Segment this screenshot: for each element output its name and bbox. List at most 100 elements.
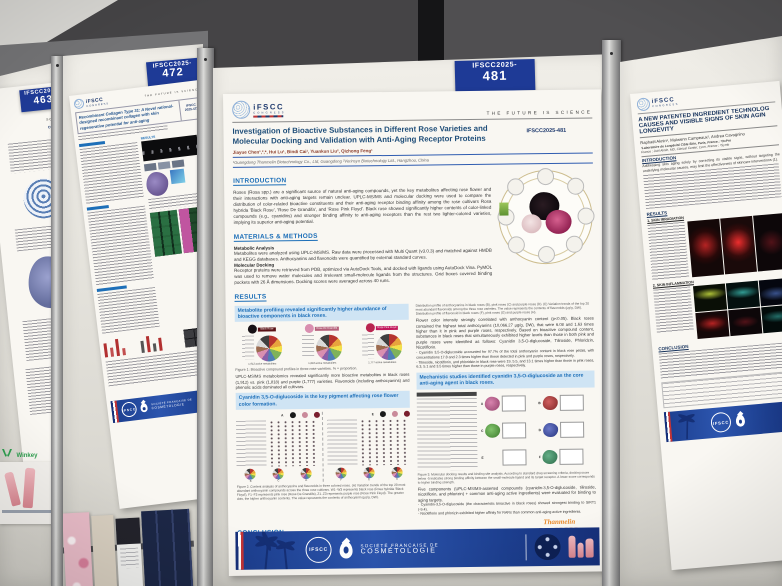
frame-post: [51, 56, 64, 586]
winkey-label: Winkey: [16, 453, 38, 459]
dot-black: [289, 412, 296, 419]
frame-post: [602, 40, 621, 586]
cosmetic-bottle-art: [568, 535, 576, 558]
tagline-481: THE FUTURE IS SCIENCE: [486, 109, 593, 116]
fluorescence-red-tile: [720, 216, 757, 275]
pie-chart-pink-rose: [315, 335, 343, 362]
rose-dot-pink: [304, 324, 314, 334]
ifscc-roundel: IFSCC: [305, 536, 332, 564]
bar: [122, 347, 126, 356]
mini-pie-letter: G: [367, 478, 370, 482]
ifscc-roundel: IFSCC: [710, 411, 732, 434]
tagline-472: THE FUTURE IS SCIENCE: [144, 87, 202, 98]
poster-481-badge: IFSCC2025- 481: [454, 58, 536, 93]
mini-pie: [300, 467, 312, 479]
fig3-letter: F: [538, 454, 541, 459]
fluorescence-teal-tile: [725, 280, 761, 310]
cosmetic-bottle-art: [585, 538, 594, 558]
film-reel-art: [534, 533, 561, 561]
fig1-banner-3: Rose Pink Floyd: [375, 325, 399, 331]
results-highlight-1: Metabolite profiling revealed significan…: [234, 303, 409, 323]
mini-pie-letter: C: [277, 479, 280, 483]
palm-trees-art: [255, 531, 296, 570]
drop-logo: [735, 414, 746, 428]
fig3-bullet-2: - Nicotiflorin and phlorizin exhibited h…: [418, 509, 582, 516]
rose-dot-black: [248, 325, 258, 335]
mini-pie: [391, 466, 403, 478]
fluorescence-dark-tile: [753, 213, 782, 272]
flow-box: [157, 161, 171, 170]
docking-blob: [485, 396, 501, 411]
fig3-letter: B: [538, 400, 541, 405]
shelf-line: [2, 510, 54, 513]
bar: [152, 343, 157, 352]
mini-pie: [335, 467, 347, 479]
mini-pie: [363, 467, 375, 479]
docking-blob: [485, 423, 501, 438]
binding-site-box: [502, 394, 527, 412]
heatmap-thumb: [169, 168, 186, 185]
fig1-sub-2: 1,818 active metabolites: [308, 362, 337, 366]
binding-site-box: [559, 421, 585, 438]
right-text: Flower color intensity strongly correlat…: [415, 315, 595, 350]
poster-board-472: IFSCC2025- 472 iFSCC CONGRESS THE FUTURE…: [63, 44, 203, 586]
fig2-row-labels: [326, 419, 358, 466]
pie-chart-black-rose: [255, 335, 283, 363]
fluorescence-red-tile: [687, 219, 725, 278]
mini-pie: [272, 468, 284, 480]
pie-legend-placeholder: [361, 334, 375, 359]
pie-legend-placeholder: [301, 335, 315, 360]
french-flag-stripes: [235, 531, 244, 570]
ifscc-logo-sub: CONGRESS: [253, 110, 286, 115]
pamphlet-cover-art: [115, 517, 141, 545]
figure-3: A B C D E F: [416, 390, 596, 471]
fig3-table-header: [416, 391, 477, 397]
fig3-letter: E: [481, 455, 484, 460]
figure-2: A B C D: [235, 410, 411, 483]
methods-heading: MATERIALS & METHODS: [233, 232, 318, 242]
fig2-row-labels: [235, 420, 267, 467]
bar: [109, 347, 115, 357]
fig3-letter: D: [538, 427, 541, 432]
fig3-letter: C: [481, 428, 484, 433]
poster-481-banner: IFSCC SOCIÉTÉ FRANÇAISE DE COSMÉTOLOGIE: [235, 527, 600, 570]
results-highlight-2: Cyanidin 3,5-O-diglucoside is the key pi…: [235, 391, 410, 410]
fig2-dot-matrix: [358, 418, 408, 466]
poster-481-paper: iFSCC CONGRESS THE FUTURE IS SCIENCE Inv…: [223, 89, 607, 576]
dist-caption: Distribution profile of anthocyanins in …: [415, 301, 590, 316]
drop-logo: [140, 403, 149, 414]
poster-right-banner: IFSCC: [663, 400, 782, 443]
fig1-sub-1: 1,912 active metabolites: [248, 362, 277, 367]
dot-pink: [301, 411, 308, 418]
fig1-sub-3: 1,777 active metabolites: [368, 361, 397, 365]
ifscc-roundel: IFSCC: [120, 401, 138, 419]
fluorescence-blue-tile: [758, 278, 782, 307]
fluorescence-grid-green: [149, 209, 183, 257]
winkey-logo: Winkey: [2, 444, 56, 459]
flow-box: [143, 162, 157, 172]
french-flag-stripes: [663, 412, 673, 443]
frame-post: [197, 48, 214, 586]
pink-tube: [22, 467, 36, 509]
fig3-docking-table: [416, 397, 478, 471]
bar: [114, 338, 121, 357]
bar: [145, 335, 151, 353]
pamphlet-navy-set: [141, 508, 194, 586]
mini-pie-letter: D: [305, 478, 308, 482]
binding-site-box: [559, 448, 585, 465]
text-block-placeholder: [647, 222, 690, 282]
methods-body2: Receptor proteins were retrieved from PD…: [234, 265, 493, 286]
right-bullet-2: - Tiliroside, nicotiflorin, and phloridz…: [416, 358, 595, 369]
fig2-dot-matrix: [267, 419, 317, 467]
fig2-panel-letter: E: [371, 412, 374, 417]
poster-board-481: IFSCC2025- 481 iFSCC CONGRESS THE FUTURE…: [213, 54, 615, 586]
fluorescence-green-tile: [693, 283, 728, 313]
text-block-placeholder: [97, 286, 160, 334]
product-display-panel: [0, 462, 57, 524]
fluorescence-teal-tile: [761, 304, 782, 334]
bar: [140, 340, 145, 353]
bar: [103, 343, 109, 358]
winkey-icon: [2, 449, 12, 457]
fig3-caption: Figure 3. Molecular docking results and …: [417, 470, 595, 485]
